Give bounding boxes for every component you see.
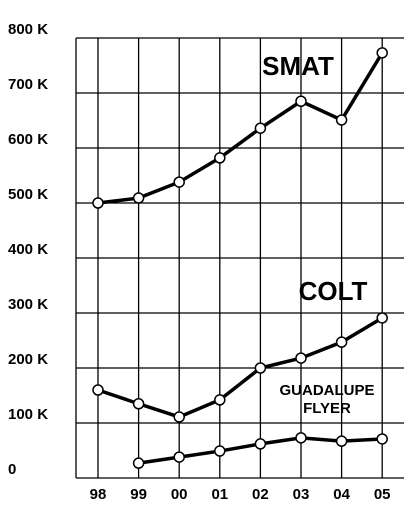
y-tick-label: 600 K — [8, 131, 48, 148]
data-point — [295, 95, 307, 107]
y-tick-label: 800 K — [8, 21, 48, 38]
series-label: GUADALUPE FLYER — [279, 382, 375, 417]
series-line — [97, 316, 384, 419]
x-tick-label: 00 — [171, 486, 188, 503]
x-tick-label: 02 — [252, 486, 269, 503]
data-point — [295, 432, 307, 444]
x-tick-label: 99 — [130, 486, 147, 503]
x-tick-label: 04 — [333, 486, 350, 503]
x-tick-label: 03 — [293, 486, 310, 503]
data-point — [376, 47, 388, 59]
data-point — [376, 312, 388, 324]
data-point — [376, 433, 388, 445]
y-tick-label: 300 K — [8, 296, 48, 313]
data-point — [214, 394, 226, 406]
data-point — [214, 152, 226, 164]
data-point — [173, 451, 185, 463]
data-point — [335, 336, 348, 348]
data-point — [335, 114, 348, 126]
data-point — [132, 398, 145, 410]
data-point — [254, 438, 267, 450]
y-tick-label: 700 K — [8, 76, 48, 93]
y-tick-label: 500 K — [8, 186, 48, 203]
series-label: COLT — [299, 276, 368, 306]
data-point — [254, 362, 267, 374]
x-tick-label: 05 — [374, 486, 391, 503]
y-tick-label: 200 K — [8, 351, 48, 368]
x-tick-label: 01 — [211, 486, 228, 503]
data-point — [132, 457, 145, 469]
x-tick-label: 98 — [90, 486, 107, 503]
data-point — [214, 445, 226, 457]
series-label: SMAT — [262, 51, 334, 81]
y-tick-label: 100 K — [8, 406, 48, 423]
y-tick-label: 400 K — [8, 241, 48, 258]
series-line — [97, 51, 384, 205]
data-point — [295, 352, 307, 364]
data-point — [254, 122, 267, 134]
data-point — [335, 435, 348, 447]
data-point — [132, 192, 145, 204]
data-point — [92, 197, 104, 209]
y-tick-label: 0 — [8, 461, 16, 478]
data-point — [92, 384, 104, 396]
data-point — [173, 176, 185, 188]
data-point — [173, 411, 185, 423]
